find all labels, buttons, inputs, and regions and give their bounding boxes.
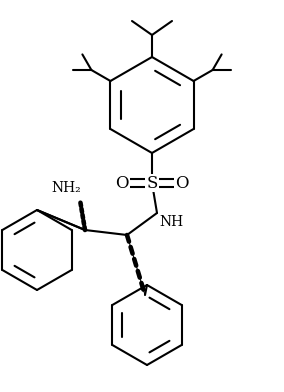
Text: O: O [175, 174, 189, 192]
Text: NH₂: NH₂ [51, 181, 81, 195]
Text: S: S [146, 174, 158, 192]
Text: O: O [115, 174, 129, 192]
Text: NH: NH [159, 215, 183, 229]
